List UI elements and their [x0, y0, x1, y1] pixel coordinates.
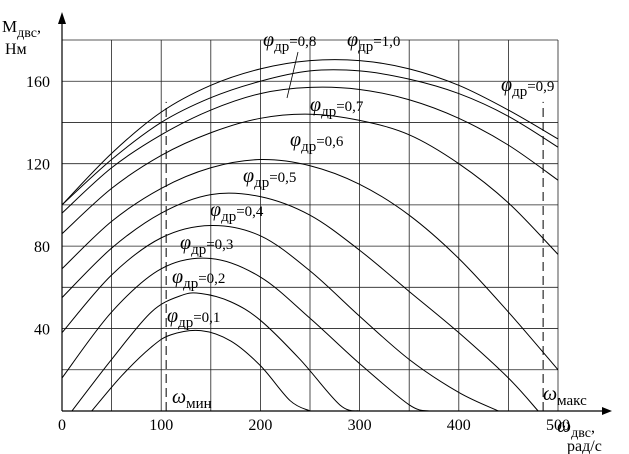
- x-tick-label: 400: [447, 417, 471, 434]
- y-tick-label: 160: [26, 74, 50, 91]
- curve-phi-0-8: [62, 86, 558, 214]
- curve-phi-1-0: [62, 59, 558, 206]
- axes: [58, 12, 612, 415]
- y-axis-title: Mдвс,: [2, 17, 41, 41]
- tick-labels: 0 100 200 300 400 500 40 80 120 160: [26, 74, 570, 434]
- curve-phi-0-1: [91, 329, 311, 411]
- curve-label-phi-0-3: φдр=0,3: [180, 232, 233, 258]
- y-tick-label: 80: [34, 239, 50, 256]
- x-tick-label: 300: [348, 417, 372, 434]
- x-tick-label: 100: [149, 417, 173, 434]
- curve-phi-0-2: [71, 292, 360, 411]
- label-leader-0-8: [286, 51, 299, 99]
- curve-label-phi-0-5: φдр=0,5: [243, 165, 296, 191]
- curve-phi-0-3: [62, 257, 430, 411]
- curve-phi-0-7: [62, 113, 558, 255]
- y-tick-label: 40: [34, 322, 50, 339]
- x-tick-label: 200: [248, 417, 272, 434]
- x-tick-label: 0: [58, 417, 66, 434]
- omega-min-label: ωмин: [172, 386, 212, 412]
- curve-label-phi-0-7: φдр=0,7: [310, 94, 364, 120]
- curve-label-phi-0-8: φдр=0,8: [263, 29, 316, 55]
- curve-label-phi-1-0: φдр=1,0: [347, 29, 400, 55]
- curve-label-phi-0-4: φдр=0,4: [210, 199, 264, 225]
- curve-phi-0-9: [62, 69, 558, 206]
- y-tick-label: 120: [26, 157, 50, 174]
- curve-phi-0-4: [62, 224, 499, 411]
- curve-label-phi-0-1: φдр=0,1: [167, 305, 220, 331]
- curve-label-phi-0-2: φдр=0,2: [172, 266, 225, 292]
- x-axis-arrow: [602, 407, 612, 415]
- x-tick-label: 500: [546, 417, 570, 434]
- x-axis-title: ωдвс,: [557, 415, 595, 441]
- grid: [62, 39, 559, 411]
- limit-lines: [165, 101, 544, 411]
- y-axis-arrow: [58, 12, 66, 24]
- curve-phi-0-6: [62, 159, 558, 371]
- axis-titles: Mдвс,Нм ωдвс,рад/с: [2, 17, 602, 454]
- omega-max-label: ωмакс: [543, 383, 587, 409]
- curve-phi-0-5: [62, 192, 539, 411]
- curves: [62, 59, 558, 411]
- x-axis-unit: рад/с: [567, 438, 602, 454]
- curve-label-phi-0-6: φдр=0,6: [290, 129, 344, 155]
- curve-labels: φдр=0,1 φдр=0,2 φдр=0,3 φдр=0,4 φдр=0,5 φдр=0…: [167, 29, 587, 412]
- curve-label-phi-0-9: φдр=0,9: [501, 74, 554, 100]
- y-axis-unit: Нм: [5, 41, 27, 58]
